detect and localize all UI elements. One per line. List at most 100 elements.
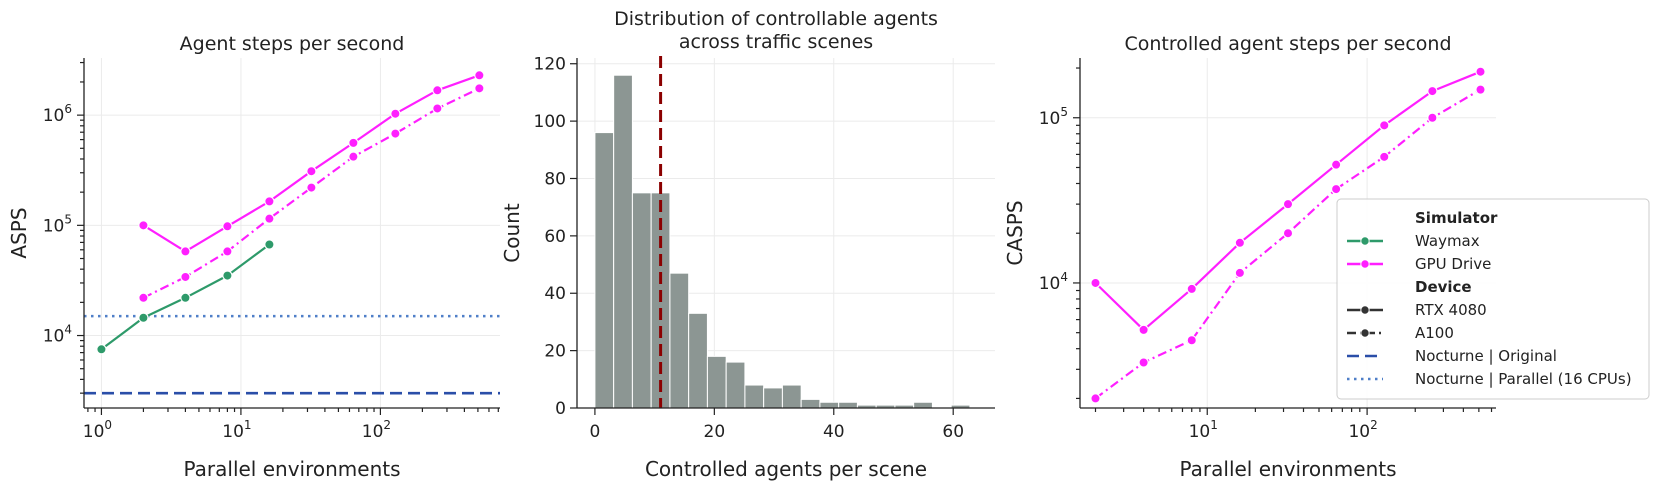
histogram-bar — [613, 74, 633, 409]
tick-base: 10 — [1348, 422, 1370, 442]
legend-label: GPU Drive — [1415, 255, 1491, 273]
tick-exponent: 5 — [1060, 105, 1068, 119]
histogram-bar — [594, 132, 615, 409]
data-point-gpu-drive-a100 — [1138, 357, 1149, 368]
legend-header: Device — [1415, 278, 1472, 296]
tick-exponent: 1 — [244, 418, 252, 432]
histogram-bar — [819, 401, 840, 409]
data-point-gpu-drive-a100 — [1234, 267, 1246, 279]
data-point-gpu-drive-a100 — [1427, 112, 1438, 123]
data-point-gpu-drive-a100 — [474, 83, 485, 94]
data-point-gpu-drive-rtx-4080 — [1330, 159, 1342, 170]
data-point-waymax-rtx-4080 — [264, 239, 275, 250]
data-point-gpu-drive-rtx-4080 — [306, 165, 317, 177]
data-point-gpu-drive-a100 — [1379, 151, 1390, 163]
y-tick-label: 106 — [43, 102, 72, 126]
histogram-bar — [781, 384, 802, 409]
data-point-gpu-drive-a100 — [348, 151, 359, 162]
legend-label: RTX 4080 — [1415, 301, 1487, 319]
tick-exponent: 5 — [64, 212, 72, 226]
tick-exponent: 1 — [1210, 418, 1218, 432]
data-point-gpu-drive-rtx-4080 — [264, 196, 275, 207]
y-tick-label: 104 — [1039, 270, 1068, 294]
y-tick-label: 105 — [1039, 105, 1068, 129]
legend-frame — [1336, 198, 1650, 400]
data-point-gpu-drive-rtx-4080 — [348, 137, 359, 149]
series-line-gpu-drive-a100 — [142, 87, 480, 299]
tick-base: 10 — [1039, 274, 1061, 294]
data-point-gpu-drive-a100 — [1475, 84, 1486, 95]
data-point-waymax-rtx-4080 — [222, 270, 233, 281]
histogram-bar — [838, 401, 858, 409]
y-axis-label: CASPS — [1003, 200, 1027, 265]
data-point-gpu-drive-rtx-4080 — [1186, 283, 1197, 295]
legend-label: A100 — [1415, 324, 1454, 342]
x-tick-label: 40 — [823, 422, 845, 442]
data-point-gpu-drive-rtx-4080 — [432, 85, 443, 96]
chart-title-line: Distribution of controllable agents — [614, 8, 938, 30]
x-tick-label: 60 — [942, 422, 964, 442]
data-point-gpu-drive-rtx-4080 — [138, 220, 149, 231]
tick-exponent: 6 — [64, 102, 72, 116]
data-point-gpu-drive-a100 — [306, 182, 317, 193]
x-tick-label: 20 — [704, 422, 726, 442]
y-tick-label: 0 — [555, 399, 566, 419]
data-point-gpu-drive-rtx-4080 — [1090, 277, 1101, 289]
x-axis-label: Parallel environments — [1179, 457, 1396, 481]
y-tick-label: 80 — [544, 169, 566, 189]
data-point-waymax-rtx-4080 — [138, 312, 149, 323]
x-axis-label: Parallel environments — [183, 457, 400, 481]
legend-marker — [1360, 259, 1370, 269]
y-axis-label: Count — [500, 203, 524, 263]
data-point-gpu-drive-rtx-4080 — [1379, 120, 1390, 131]
histogram-bar — [725, 361, 746, 409]
data-point-gpu-drive-rtx-4080 — [390, 108, 401, 119]
data-point-gpu-drive-a100 — [1330, 183, 1342, 195]
chart-title-line: across traffic scenes — [679, 31, 873, 53]
tick-exponent: 2 — [1370, 418, 1378, 432]
data-point-gpu-drive-rtx-4080 — [474, 70, 485, 81]
data-point-gpu-drive-a100 — [432, 103, 443, 114]
legend-label: Nocturne | Original — [1415, 347, 1557, 365]
data-point-gpu-drive-a100 — [390, 128, 401, 139]
y-tick-label: 40 — [544, 284, 566, 304]
histogram-bar — [744, 384, 765, 409]
tick-base: 10 — [43, 106, 65, 126]
legend-marker — [1360, 328, 1370, 338]
legend-marker — [1360, 236, 1370, 246]
x-axis-label: Controlled agents per scene — [645, 457, 927, 481]
x-tick-label: 100 — [83, 418, 112, 442]
data-point-gpu-drive-a100 — [1186, 335, 1197, 346]
data-point-gpu-drive-rtx-4080 — [1282, 198, 1294, 210]
tick-base: 10 — [1039, 109, 1061, 129]
tick-base: 10 — [43, 327, 65, 347]
y-tick-label: 60 — [544, 227, 566, 247]
x-tick-label: 102 — [1348, 418, 1377, 442]
tick-base: 10 — [222, 422, 244, 442]
data-point-gpu-drive-rtx-4080 — [1427, 85, 1438, 97]
data-point-gpu-drive-rtx-4080 — [1138, 324, 1149, 336]
x-tick-label: 0 — [590, 422, 601, 442]
legend-header: Simulator — [1415, 209, 1498, 227]
data-point-gpu-drive-a100 — [222, 246, 233, 257]
x-tick-label: 102 — [362, 418, 391, 442]
histogram-bar — [800, 398, 821, 409]
tick-exponent: 0 — [104, 418, 112, 432]
chart-title: Agent steps per second — [180, 33, 405, 55]
data-point-gpu-drive-rtx-4080 — [1475, 66, 1486, 77]
series-line-gpu-drive-a100 — [1094, 88, 1482, 400]
histogram-bar — [763, 387, 783, 409]
data-point-waymax-rtx-4080 — [96, 344, 107, 355]
x-tick-label: 101 — [222, 418, 251, 442]
legend-label: Nocturne | Parallel (16 CPUs) — [1415, 370, 1632, 388]
histogram-bar — [688, 312, 708, 409]
y-tick-label: 20 — [544, 342, 566, 362]
histogram-bar — [913, 401, 933, 409]
y-tick-label: 105 — [43, 212, 72, 236]
histogram-bar — [706, 355, 727, 409]
chart-title: Controlled agent steps per second — [1124, 33, 1451, 55]
legend-marker — [1360, 305, 1370, 315]
tick-base: 10 — [1189, 422, 1211, 442]
